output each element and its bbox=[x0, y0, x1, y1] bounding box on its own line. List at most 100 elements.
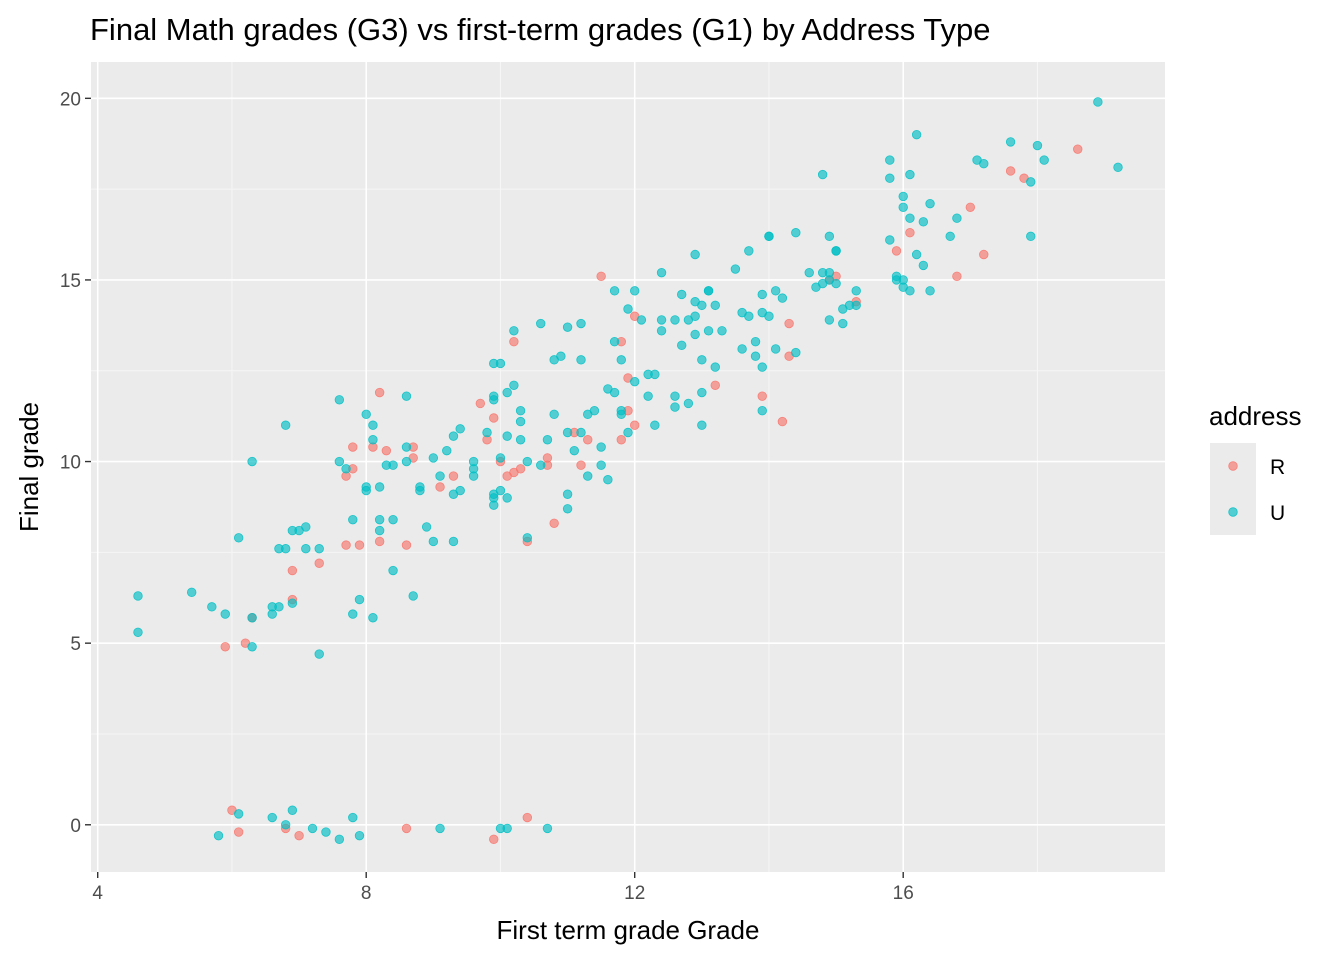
point-u bbox=[717, 326, 727, 336]
point-u bbox=[455, 424, 465, 434]
point-u bbox=[596, 460, 606, 470]
point-u bbox=[233, 533, 244, 543]
point-u bbox=[851, 300, 861, 311]
point-u bbox=[616, 409, 626, 420]
point-r bbox=[489, 834, 499, 845]
point-u bbox=[374, 514, 385, 525]
point-u bbox=[334, 834, 345, 845]
x-tick-label: 12 bbox=[624, 883, 645, 904]
point-u bbox=[925, 286, 935, 296]
point-r bbox=[583, 435, 593, 445]
y-tick-label: 10 bbox=[60, 453, 81, 474]
point-u bbox=[442, 445, 452, 456]
point-u bbox=[502, 493, 512, 503]
point-u bbox=[898, 202, 908, 212]
point-u bbox=[824, 231, 835, 242]
point-u bbox=[287, 598, 298, 608]
point-u bbox=[650, 420, 660, 430]
point-u bbox=[750, 351, 761, 361]
legend-label-u: U bbox=[1270, 502, 1285, 525]
point-u bbox=[247, 456, 257, 467]
point-r bbox=[757, 391, 767, 401]
point-u bbox=[401, 442, 412, 452]
point-u bbox=[280, 544, 291, 554]
point-u bbox=[670, 402, 680, 412]
point-u bbox=[952, 213, 962, 223]
point-u bbox=[368, 613, 378, 623]
y-tick-label: 20 bbox=[60, 89, 81, 110]
point-u bbox=[287, 805, 298, 815]
point-u bbox=[280, 820, 291, 830]
point-u bbox=[495, 485, 506, 496]
point-u bbox=[341, 464, 351, 474]
point-u bbox=[368, 420, 378, 430]
point-u bbox=[1026, 231, 1036, 242]
point-u bbox=[656, 315, 667, 325]
point-u bbox=[918, 217, 929, 227]
point-u bbox=[354, 830, 365, 841]
point-u bbox=[911, 249, 922, 260]
point-u bbox=[690, 329, 700, 340]
point-u bbox=[710, 362, 720, 372]
point-u bbox=[650, 369, 660, 380]
point-u bbox=[677, 340, 687, 351]
point-u bbox=[683, 398, 694, 409]
point-u bbox=[354, 594, 365, 605]
point-u bbox=[1093, 97, 1103, 107]
point-u bbox=[609, 387, 620, 398]
point-u bbox=[448, 536, 459, 547]
point-u bbox=[220, 609, 230, 619]
point-u bbox=[905, 169, 915, 180]
axes: 4 8 12 16 0 5 10 15 20 bbox=[60, 89, 914, 904]
point-u bbox=[764, 231, 774, 242]
point-u bbox=[542, 435, 553, 445]
point-u bbox=[670, 391, 680, 401]
point-u bbox=[321, 827, 331, 837]
point-u bbox=[489, 391, 499, 401]
point-u bbox=[307, 823, 318, 834]
point-u bbox=[918, 260, 929, 271]
point-u bbox=[817, 169, 828, 180]
point-r bbox=[777, 416, 788, 427]
plot-panel bbox=[91, 62, 1165, 872]
point-u bbox=[630, 286, 640, 296]
point-u bbox=[314, 544, 324, 554]
point-u bbox=[730, 264, 741, 274]
point-r bbox=[965, 202, 976, 212]
point-u bbox=[831, 246, 841, 256]
point-u bbox=[670, 315, 680, 325]
point-u bbox=[804, 267, 814, 278]
point-u bbox=[609, 286, 620, 296]
legend-key-background bbox=[1210, 443, 1256, 535]
point-u bbox=[455, 485, 465, 496]
point-r bbox=[515, 464, 526, 474]
point-u bbox=[596, 442, 606, 452]
point-u bbox=[562, 427, 573, 438]
point-r bbox=[549, 518, 559, 529]
point-r bbox=[287, 565, 298, 576]
point-u bbox=[448, 431, 459, 441]
point-u bbox=[562, 504, 573, 514]
point-u bbox=[576, 427, 586, 438]
y-tick-label: 5 bbox=[70, 634, 81, 655]
point-r bbox=[891, 246, 902, 256]
point-u bbox=[562, 322, 573, 332]
point-u bbox=[556, 351, 566, 361]
data-points bbox=[133, 97, 1123, 845]
point-u bbox=[515, 416, 526, 427]
point-u bbox=[502, 387, 512, 398]
point-u bbox=[616, 355, 626, 365]
point-u bbox=[482, 427, 492, 438]
point-r bbox=[233, 827, 244, 837]
point-r bbox=[522, 812, 533, 823]
point-u bbox=[1039, 155, 1049, 165]
point-u bbox=[750, 336, 761, 347]
point-u bbox=[905, 213, 915, 223]
legend-label-r: R bbox=[1270, 456, 1285, 479]
y-tick-label: 0 bbox=[70, 816, 81, 837]
point-u bbox=[186, 587, 197, 598]
x-tick-label: 8 bbox=[361, 883, 372, 904]
point-u bbox=[428, 536, 439, 547]
point-u bbox=[703, 326, 714, 336]
point-r bbox=[596, 271, 606, 282]
